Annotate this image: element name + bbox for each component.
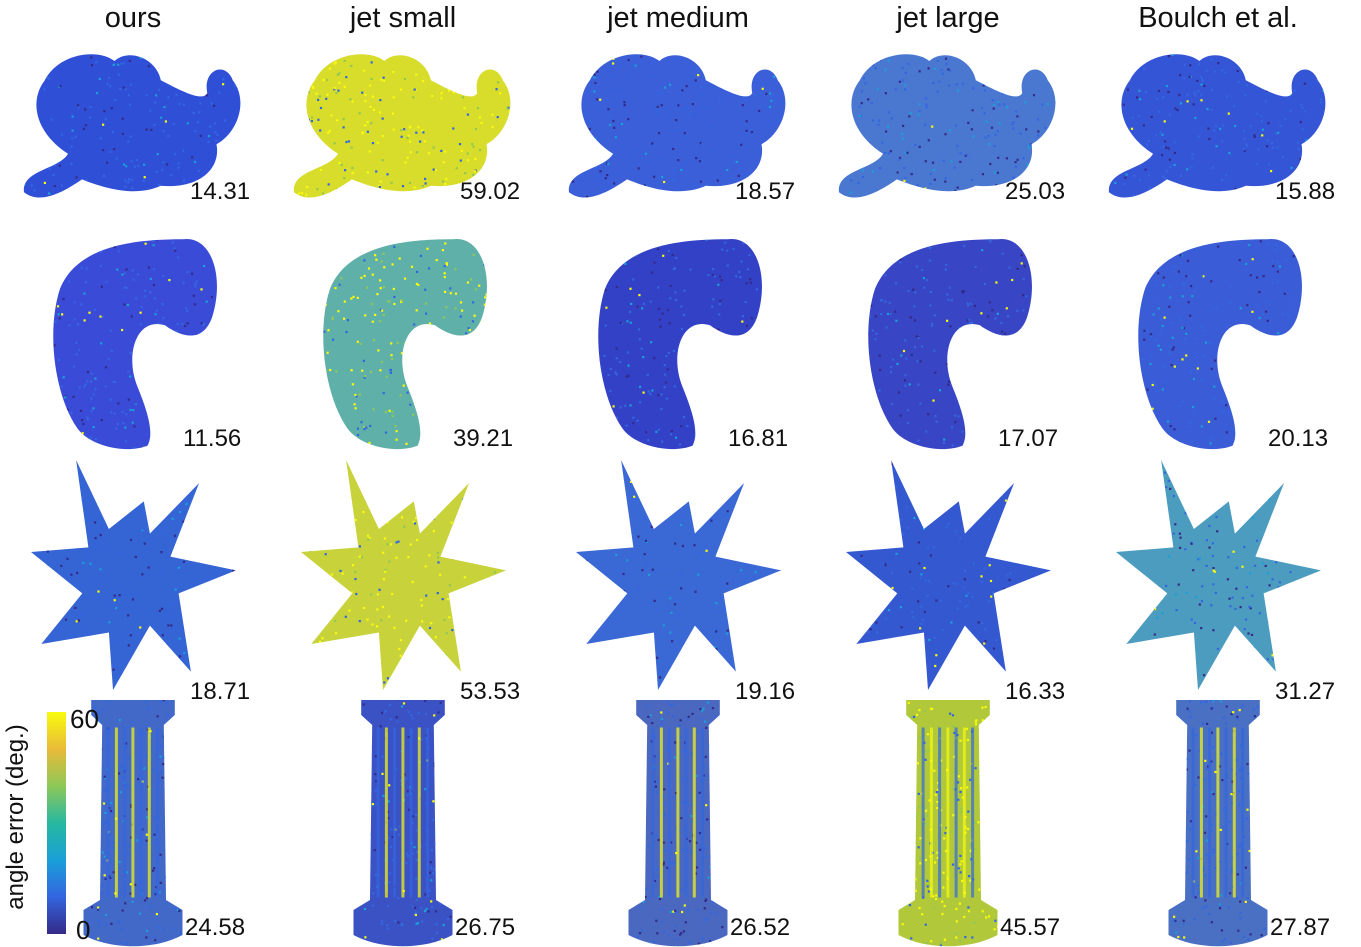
dragon-figurine-render-0 (23, 54, 241, 198)
error-value-r3-c2: 26.52 (730, 914, 791, 941)
error-value-r0-c4: 15.88 (1275, 178, 1336, 205)
fluted-column-render-3 (898, 700, 998, 947)
error-value-r1-c3: 17.07 (998, 425, 1059, 452)
spiky-star-render-3 (845, 460, 1051, 690)
error-value-r1-c0: 11.56 (183, 425, 242, 452)
error-value-r2-c2: 19.16 (735, 678, 796, 705)
fluted-column-render-4 (1168, 700, 1268, 947)
spiky-star-render-2 (575, 460, 781, 690)
error-value-r1-c4: 20.13 (1268, 425, 1329, 452)
spiky-star-render-0 (30, 460, 236, 690)
colorbar-max-label: 60 (70, 704, 99, 734)
error-value-r2-c4: 31.27 (1275, 678, 1336, 705)
bent-tube-render-0 (52, 238, 217, 449)
colorbar (47, 712, 66, 934)
dragon-figurine-render-2 (568, 54, 786, 198)
spiky-star-render-4 (1115, 460, 1321, 690)
column-header-4: Boulch et al. (1138, 2, 1298, 34)
colorbar-label: angle error (deg.) (2, 724, 29, 910)
fluted-column-render-1 (353, 700, 453, 947)
error-value-r2-c1: 53.53 (460, 678, 521, 705)
bent-tube-render-1 (322, 238, 487, 449)
error-value-r0-c3: 25.03 (1005, 178, 1066, 205)
error-value-r3-c1: 26.75 (455, 914, 516, 941)
column-header-0: ours (104, 2, 162, 34)
error-value-r0-c1: 59.02 (460, 178, 521, 205)
column-header-3: jet large (896, 2, 1000, 34)
error-value-r3-c4: 27.87 (1270, 914, 1331, 941)
fluted-column-render-0 (83, 700, 183, 947)
colorbar-min-label: 0 (76, 915, 91, 945)
error-value-r3-c3: 45.57 (1000, 914, 1061, 941)
bent-tube-render-2 (597, 238, 762, 449)
fluted-column-render-2 (628, 700, 728, 947)
dragon-figurine-render-1 (293, 54, 511, 198)
error-value-r3-c0: 24.58 (185, 914, 246, 941)
bent-tube-render-4 (1137, 238, 1302, 449)
error-value-r1-c2: 16.81 (728, 425, 789, 452)
column-header-2: jet medium (607, 2, 749, 34)
dragon-figurine-render-4 (1108, 54, 1326, 198)
error-value-r2-c0: 18.71 (190, 678, 251, 705)
error-value-r2-c3: 16.33 (1005, 678, 1066, 705)
error-value-r1-c1: 39.21 (453, 425, 514, 452)
error-value-r0-c0: 14.31 (190, 178, 251, 205)
dragon-figurine-render-3 (838, 54, 1056, 198)
error-value-r0-c2: 18.57 (735, 178, 796, 205)
column-header-1: jet small (349, 2, 457, 34)
bent-tube-render-3 (867, 238, 1032, 449)
spiky-star-render-1 (300, 460, 506, 690)
